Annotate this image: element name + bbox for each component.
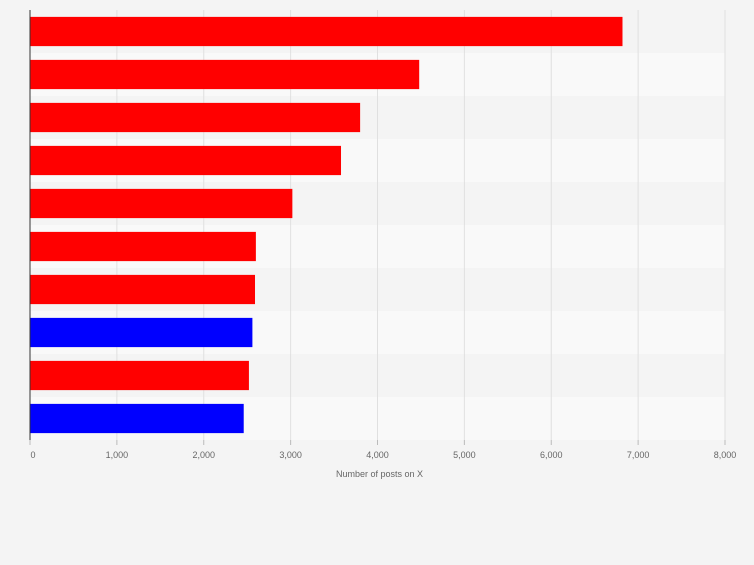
bar (30, 189, 292, 218)
bar (30, 103, 360, 132)
x-tick-label: 4,000 (366, 450, 389, 460)
x-axis-label: Number of posts on X (336, 469, 423, 479)
bar (30, 60, 419, 89)
bar (30, 404, 244, 433)
x-tick-label: 3,000 (279, 450, 302, 460)
x-tick-label: 7,000 (627, 450, 650, 460)
bar (30, 275, 255, 304)
x-tick-label: 0 (30, 450, 35, 460)
x-tick-label: 1,000 (106, 450, 129, 460)
x-tick-label: 5,000 (453, 450, 476, 460)
bar (30, 17, 622, 46)
x-axis-ticks: 0 1,000 2,000 3,000 4,000 5,000 6,000 7,000 8,00… (30, 440, 736, 460)
bar (30, 318, 252, 347)
x-tick-label: 6,000 (540, 450, 563, 460)
bar (30, 146, 341, 175)
x-tick-label: 2,000 (192, 450, 215, 460)
bar (30, 361, 249, 390)
x-tick-label: 8,000 (714, 450, 737, 460)
bar (30, 232, 256, 261)
